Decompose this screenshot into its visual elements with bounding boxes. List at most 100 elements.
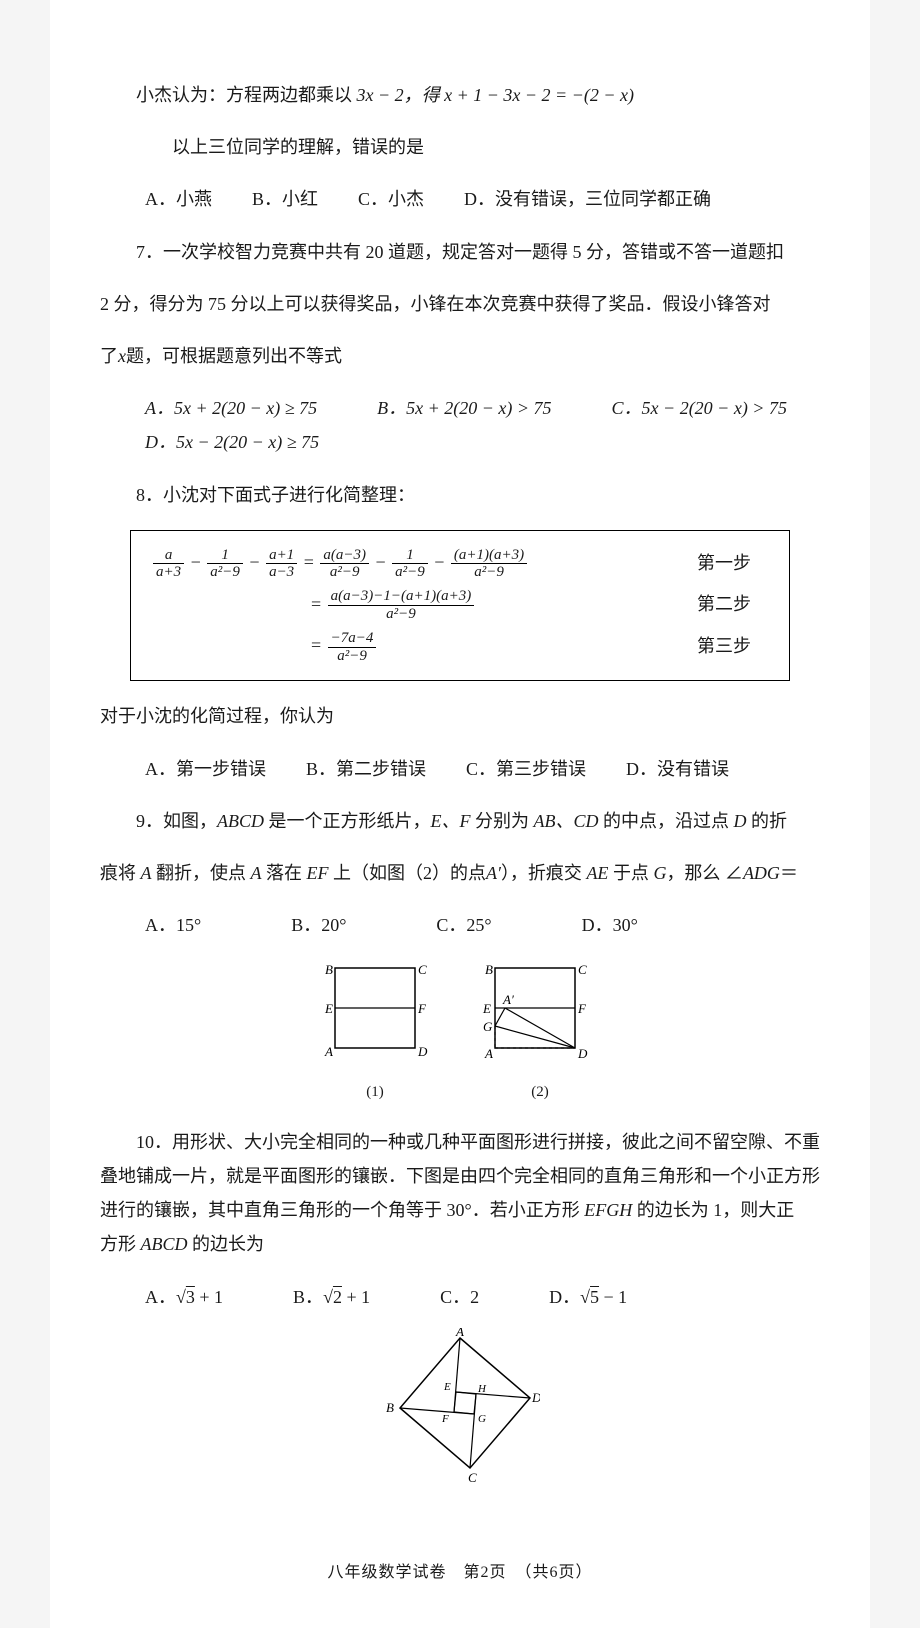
q8-step3-row: = −7a−4a²−9 第三步 <box>151 628 769 664</box>
q8-rhs1-f2-num: 1 <box>392 547 428 564</box>
q10-opt-c: C．2 <box>440 1280 479 1314</box>
q8-rhs1-f3-num: (a+1)(a+3) <box>451 547 527 564</box>
q9-s1-t1: 是一个正方形纸片， <box>264 811 431 831</box>
q10-s3-p1: 进行的镶嵌，其中直角三角形的一个角等于 30°．若小正方形 <box>100 1200 584 1220</box>
q8-rhs2-num: a(a−3)−1−(a+1)(a+3) <box>328 588 475 605</box>
q9-f1-B: B <box>325 962 333 977</box>
q6-opt-d: D．没有错误，三位同学都正确 <box>464 182 711 216</box>
q9-s1-t3: 的中点，沿过点 <box>599 811 734 831</box>
q8-step2-math: = a(a−3)−1−(a+1)(a+3)a²−9 <box>151 587 679 623</box>
q7-stem3-suffix: 题，可根据题意列出不等式 <box>126 346 342 366</box>
q8-lhs-f3-den: a−3 <box>266 563 297 581</box>
q8-step3-label: 第三步 <box>679 629 769 663</box>
q9-opt-b: B．20° <box>291 908 346 942</box>
q7-opt-a: A．5x + 2(20 − x) ≥ 75 <box>145 391 317 425</box>
q8-rhs1-f2-den: a²−9 <box>392 563 428 581</box>
q8-options: A．第一步错误 B．第二步错误 C．第三步错误 D．没有错误 <box>145 752 820 786</box>
q7-stem1: 7．一次学校智力竞赛中共有 20 道题，规定答对一题得 5 分，答错或不答一道题… <box>100 235 820 269</box>
q10-f-C: C <box>468 1470 477 1485</box>
q9-s1-t4: 的折 <box>747 811 788 831</box>
q10-b-post: + 1 <box>342 1287 370 1307</box>
q9-s2-t7: ＝ <box>780 863 798 883</box>
q9-s2-m7: ADG <box>743 863 780 883</box>
q10-f-H: H <box>477 1383 487 1395</box>
q10-d-post: − 1 <box>599 1287 627 1307</box>
q8-step1-label: 第一步 <box>679 546 769 580</box>
q10-s4-p1: 方形 <box>100 1234 141 1254</box>
q8-lhs-f3-num: a+1 <box>266 547 297 564</box>
q8-rhs1-f1-num: a(a−3) <box>320 547 369 564</box>
page-footer: 八年级数学试卷 第2页 （共6页） <box>100 1558 820 1588</box>
q8-opt-c: C．第三步错误 <box>466 752 586 786</box>
q10-d-pre: D． <box>549 1287 580 1307</box>
q7-stem3-prefix: 了 <box>100 346 118 366</box>
q6-opt-c: C．小杰 <box>358 182 424 216</box>
q6-line1: 小杰认为：方程两边都乘以 3x − 2，得 x + 1 − 3x − 2 = −… <box>100 78 820 112</box>
q10-s4-m1: ABCD <box>141 1234 188 1254</box>
q9-f1-C: C <box>418 962 427 977</box>
q9-opt-a: A．15° <box>145 908 201 942</box>
q10-s4-p2: 的边长为 <box>188 1234 265 1254</box>
q9-f2-E: E <box>482 1001 491 1016</box>
q8-opt-d: D．没有错误 <box>626 752 729 786</box>
q8-rhs2-den: a²−9 <box>328 605 475 623</box>
q10-a-pre: A． <box>145 1287 176 1307</box>
q9-opt-c: C．25° <box>436 908 491 942</box>
q8-after: 对于小沈的化简过程，你认为 <box>100 699 820 733</box>
q10-opt-d: D．√5 − 1 <box>549 1280 627 1314</box>
q9-s1-m4: D <box>734 811 747 831</box>
q10-f-F: F <box>441 1413 449 1425</box>
q9-f1-F: F <box>417 1001 427 1016</box>
q9-s2-m4: A′ <box>486 863 501 883</box>
q8-rhs1-f1-den: a²−9 <box>320 563 369 581</box>
q10-opt-a: A．√3 + 1 <box>145 1280 223 1314</box>
q9-f2-Ap: A′ <box>502 992 514 1007</box>
q10-figure: A D C B E H G F <box>100 1328 820 1488</box>
q9-s2-t4: ），折痕交 <box>501 863 587 883</box>
q7-options: A．5x + 2(20 − x) ≥ 75 B．5x + 2(20 − x) >… <box>145 391 820 459</box>
q8-step1-row: aa+3 − 1a²−9 − a+1a−3 = a(a−3)a²−9 − 1a²… <box>151 545 769 581</box>
q10-s3-p2: 的边长为 1，则大正 <box>632 1200 794 1220</box>
q9-options: A．15° B．20° C．25° D．30° <box>145 908 820 942</box>
q9-s1-m3: AB、CD <box>534 811 599 831</box>
q10-stem4: 方形 ABCD 的边长为 <box>100 1227 820 1261</box>
q6-line2: 以上三位同学的理解，错误的是 <box>100 130 820 164</box>
q10-f-E: E <box>443 1381 451 1393</box>
q10-fig-svg: A D C B E H G F <box>380 1328 540 1488</box>
q9-s2-t5: 于点 <box>608 863 653 883</box>
q9-s1-p: 9．如图， <box>136 811 217 831</box>
q9-figures: B C E F A D (1) B C E F <box>100 958 820 1107</box>
q10-stem1: 10．用形状、大小完全相同的一种或几种平面图形进行拼接，彼此之间不留空隙、不重 <box>100 1125 820 1159</box>
q8-step2-label: 第二步 <box>679 587 769 621</box>
q8-rhs1-f3-den: a²−9 <box>451 563 527 581</box>
q8-stepbox: aa+3 − 1a²−9 − a+1a−3 = a(a−3)a²−9 − 1a²… <box>130 530 790 682</box>
q9-s2-t2: 落在 <box>262 863 307 883</box>
q9-stem2: 痕将 A 翻折，使点 A 落在 EF 上（如图（2）的点A′），折痕交 AE 于… <box>100 856 820 890</box>
q6-line1-expr: 3x − 2，得 x + 1 − 3x − 2 = −(2 − x) <box>357 85 634 105</box>
q10-opt-b: B．√2 + 1 <box>293 1280 370 1314</box>
q9-stem1: 9．如图，ABCD 是一个正方形纸片，E、F 分别为 AB、CD 的中点，沿过点… <box>100 804 820 838</box>
q10-f-A: A <box>455 1328 464 1339</box>
q9-f2-A: A <box>484 1046 493 1061</box>
q9-s2-m1: A <box>141 863 152 883</box>
q10-stem2: 叠地铺成一片，就是平面图形的镶嵌．下图是由四个完全相同的直角三角形和一个小正方形 <box>100 1159 820 1193</box>
q9-s2-t1: 翻折，使点 <box>152 863 251 883</box>
q7-stem3-var: x <box>118 346 126 366</box>
q8-lhs-f2-num: 1 <box>207 547 243 564</box>
q10-s3-m1: EFGH <box>584 1200 632 1220</box>
q8-stem: 8．小沈对下面式子进行化简整理： <box>100 478 820 512</box>
q8-step3-math: = −7a−4a²−9 <box>151 628 679 664</box>
q9-f2-F: F <box>577 1001 587 1016</box>
q9-fig1-svg: B C E F A D <box>315 958 435 1078</box>
q10-f-D: D <box>531 1390 540 1405</box>
q8-rhs3-den: a²−9 <box>328 647 377 665</box>
q9-f2-B: B <box>485 962 493 977</box>
q8-rhs3-num: −7a−4 <box>328 630 377 647</box>
q9-s2-m3: EF <box>307 863 329 883</box>
q6-opt-a: A．小燕 <box>145 182 212 216</box>
q6-opt-b: B．小红 <box>252 182 318 216</box>
q9-f2-C: C <box>578 962 587 977</box>
q9-f1-A: A <box>324 1044 333 1059</box>
q9-s2-m5: AE <box>586 863 608 883</box>
q8-step2-row: = a(a−3)−1−(a+1)(a+3)a²−9 第二步 <box>151 587 769 623</box>
